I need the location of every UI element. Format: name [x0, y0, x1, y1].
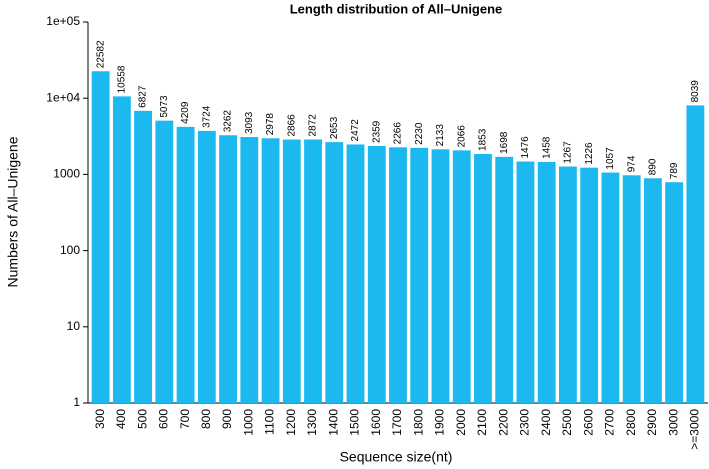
- bar: [686, 105, 705, 403]
- value-label: 890: [648, 158, 659, 175]
- chart-title: Length distribution of All–Unigene: [290, 1, 503, 16]
- bar: [197, 130, 216, 403]
- y-tick-label: 10: [67, 319, 81, 333]
- bar: [559, 166, 577, 403]
- x-tick-label: 1100: [263, 409, 277, 435]
- bar: [155, 120, 174, 404]
- x-tick-label: 1700: [390, 409, 404, 436]
- value-label: 1226: [584, 142, 595, 165]
- x-tick-label: 1400: [326, 409, 340, 436]
- x-tick-label: 900: [220, 409, 234, 429]
- x-tick-label: 2300: [518, 409, 532, 436]
- x-tick-label: 1500: [348, 409, 362, 436]
- value-label: 2653: [329, 116, 340, 139]
- bar: [134, 110, 153, 404]
- y-axis-title: Numbers of All–Unigene: [5, 136, 21, 287]
- value-label: 1476: [520, 136, 531, 159]
- value-label: 22582: [95, 40, 106, 68]
- value-label: 1853: [478, 128, 489, 151]
- x-tick-label: 1600: [369, 409, 383, 436]
- x-tick-label: 700: [178, 409, 192, 429]
- x-tick-label: 2200: [496, 409, 510, 436]
- bar: [516, 161, 535, 403]
- value-label: 1698: [499, 131, 510, 154]
- bar: [389, 147, 407, 403]
- x-tick-label: 2400: [539, 409, 553, 436]
- value-label: 4209: [180, 101, 191, 124]
- bar: [665, 182, 684, 403]
- x-tick-label: 800: [199, 409, 213, 429]
- value-label: 789: [669, 162, 680, 179]
- value-label: 2066: [456, 125, 467, 148]
- y-tick-label: 100: [60, 243, 80, 257]
- y-tick-label: 1e+04: [46, 90, 80, 104]
- bar: [176, 126, 195, 404]
- value-label: 2472: [350, 119, 361, 142]
- bar: [474, 153, 492, 403]
- x-tick-label: 1300: [305, 409, 319, 436]
- x-tick-label: 400: [114, 409, 128, 429]
- bar: [219, 135, 237, 403]
- value-label: 3724: [201, 105, 212, 128]
- value-label: 2359: [371, 120, 382, 143]
- bar: [452, 150, 471, 403]
- x-tick-label: 2500: [560, 409, 574, 436]
- y-tick-label: 1e+05: [46, 14, 80, 28]
- value-label: 5073: [159, 95, 170, 118]
- x-tick-label: 600: [157, 409, 171, 429]
- bar: [410, 147, 429, 403]
- value-label: 2872: [308, 114, 319, 137]
- bar: [325, 142, 344, 404]
- x-tick-label: 1000: [241, 409, 255, 436]
- value-label: 974: [626, 155, 637, 172]
- bar: [367, 145, 386, 403]
- value-label: 2133: [435, 124, 446, 147]
- bar: [304, 139, 322, 404]
- x-tick-label: 1800: [411, 409, 425, 436]
- bar: [643, 178, 662, 403]
- bar: [495, 156, 514, 403]
- x-tick-label: 2600: [581, 409, 595, 436]
- x-tick-label: 3000: [666, 409, 680, 436]
- value-label: 8039: [690, 80, 701, 103]
- value-label: 6827: [138, 85, 149, 108]
- bar: [240, 137, 259, 403]
- y-tick-label: 1: [73, 395, 80, 409]
- x-tick-label: 2100: [475, 409, 489, 436]
- x-tick-label: 500: [135, 409, 149, 429]
- value-label: 3093: [244, 111, 255, 134]
- bar: [346, 144, 365, 403]
- x-axis-title: Sequence size(nt): [340, 449, 453, 465]
- value-label: 1057: [605, 147, 616, 170]
- bar: [537, 161, 556, 403]
- value-label: 3262: [223, 110, 234, 133]
- x-tick-label: 2800: [624, 409, 638, 436]
- value-label: 2266: [393, 122, 404, 145]
- value-label: 2866: [286, 114, 297, 137]
- x-tick-label: 2900: [645, 409, 659, 436]
- bar: [282, 139, 301, 404]
- x-tick-label: >=3000: [688, 409, 702, 450]
- bar: [580, 167, 599, 403]
- bar: [261, 138, 280, 404]
- x-tick-label: 1900: [433, 409, 447, 436]
- y-tick-label: 1000: [53, 167, 80, 181]
- bar: [431, 149, 450, 403]
- value-label: 2230: [414, 122, 425, 145]
- value-label: 1267: [563, 141, 574, 164]
- value-label: 2978: [265, 113, 276, 136]
- value-label: 1458: [541, 136, 552, 159]
- bar: [601, 172, 620, 403]
- x-tick-label: 300: [93, 409, 107, 429]
- x-tick-label: 2700: [603, 409, 617, 436]
- x-tick-label: 1200: [284, 409, 298, 436]
- bar: [91, 71, 110, 404]
- x-tick-label: 2000: [454, 409, 468, 436]
- value-label: 10558: [117, 65, 128, 93]
- bar: [622, 175, 641, 403]
- bar: [112, 96, 131, 403]
